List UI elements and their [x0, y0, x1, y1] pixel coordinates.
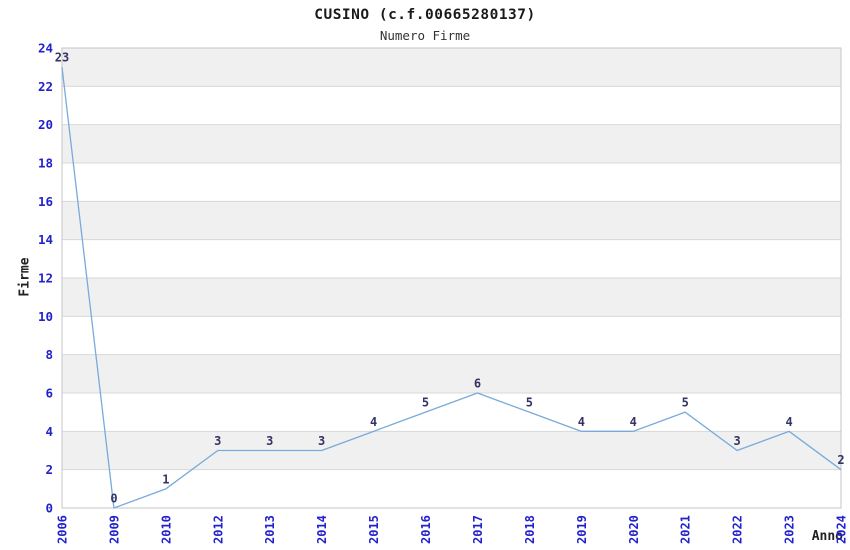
x-tick-label: 2024 — [835, 515, 849, 544]
chart-title: CUSINO (c.f.00665280137) — [314, 7, 536, 23]
data-point-label: 3 — [734, 434, 741, 448]
x-tick-label: 2014 — [315, 515, 329, 544]
y-tick-label: 10 — [38, 309, 53, 324]
plot-border — [61, 47, 842, 509]
grid-band — [62, 278, 841, 317]
data-point-label: 3 — [318, 434, 325, 448]
data-point-label: 3 — [214, 434, 221, 448]
y-tick-label: 20 — [38, 117, 53, 132]
x-tick-label: 2013 — [263, 515, 277, 544]
data-point-label: 4 — [630, 415, 637, 429]
y-tick-label: 2 — [45, 462, 53, 477]
data-line — [61, 67, 842, 509]
data-point-label: 0 — [110, 492, 117, 506]
data-point-label: 23 — [55, 51, 69, 65]
x-tick-label: 2009 — [107, 515, 121, 544]
x-tick-label: 2012 — [211, 515, 225, 544]
grid-band — [62, 431, 841, 470]
y-tick-label: 8 — [45, 347, 53, 362]
data-point-label: 3 — [266, 434, 273, 448]
y-tick-label: 0 — [45, 501, 53, 516]
y-tick-label: 12 — [38, 271, 53, 286]
data-point-label: 4 — [785, 415, 792, 429]
x-tick-label: 2019 — [575, 515, 589, 544]
data-point-label: 2 — [837, 453, 844, 467]
x-tick-label: 2022 — [731, 515, 745, 544]
y-tick-label: 6 — [45, 386, 53, 401]
y-tick-label: 4 — [45, 424, 53, 439]
y-tick-label: 14 — [38, 232, 53, 247]
x-tick-label: 2021 — [679, 515, 693, 544]
x-tick-label: 2018 — [523, 515, 537, 544]
data-point-label: 6 — [474, 377, 481, 391]
x-tick-label: 2016 — [419, 515, 433, 544]
data-point-label: 5 — [526, 396, 533, 410]
x-axis-title: Anno — [811, 529, 843, 544]
data-point-label: 1 — [162, 472, 169, 486]
grid-band — [62, 354, 841, 393]
x-tick-label: 2023 — [783, 515, 797, 544]
chart-subtitle: Numero Firme — [379, 28, 471, 43]
x-tick-label: 2015 — [367, 515, 381, 544]
y-tick-label: 22 — [38, 79, 53, 94]
x-tick-label: 2006 — [56, 515, 70, 544]
grid-band — [62, 48, 841, 87]
x-tick-label: 2010 — [159, 515, 173, 544]
y-tick-label: 18 — [38, 156, 53, 171]
y-tick-label: 16 — [38, 194, 53, 209]
grid-band — [62, 201, 841, 240]
y-tick-label: 24 — [38, 41, 53, 56]
data-point-label: 4 — [370, 415, 377, 429]
x-tick-label: 2017 — [471, 515, 485, 544]
grid-band — [62, 124, 841, 163]
x-tick-label: 2020 — [627, 515, 641, 544]
data-point-label: 5 — [422, 396, 429, 410]
data-point-label: 4 — [578, 415, 585, 429]
data-point-label: 5 — [682, 396, 689, 410]
